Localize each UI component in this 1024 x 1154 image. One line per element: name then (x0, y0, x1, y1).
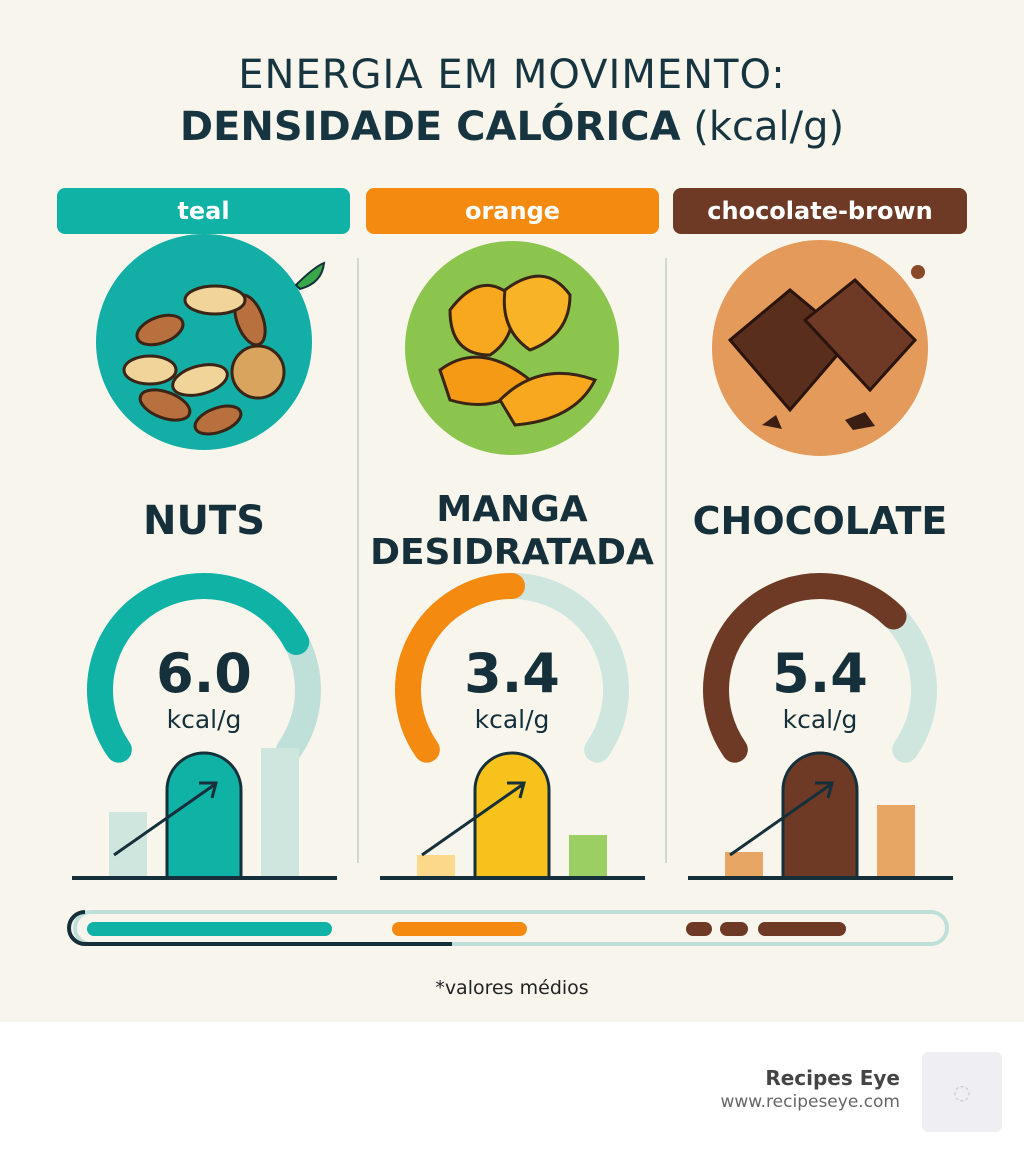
gauges-layer (72, 573, 953, 880)
value-nuts: 6.0 (156, 642, 252, 705)
food-name-manga: MANGA DESIDRATADA (362, 488, 662, 574)
food-name-nuts: NUTS (142, 498, 266, 544)
title-bold: DENSIDADE CALÓRICA (179, 104, 681, 150)
trend-arrow-icon (421, 781, 526, 857)
title-unit: (kcal/g) (693, 104, 845, 150)
unit-nuts: kcal/g (166, 705, 242, 734)
footer-brand[interactable]: Recipes Eye (765, 1066, 900, 1090)
mini-bar (569, 835, 607, 878)
value-bar (781, 751, 859, 880)
mini-bar (877, 805, 915, 878)
value-manga: 3.4 (464, 642, 560, 705)
mini-bar (261, 748, 299, 878)
trend-arrow-icon (113, 781, 218, 857)
summary-bar-brown (720, 922, 748, 936)
title-line-2: DENSIDADE CALÓRICA (kcal/g) (0, 104, 1024, 150)
food-name-line-2: DESIDRATADA (370, 532, 654, 573)
mini-bar (417, 855, 455, 878)
baseline (688, 876, 953, 880)
gauge-fill (395, 573, 525, 763)
mini-bar (725, 852, 763, 878)
chocolate-bar-icon (712, 240, 928, 456)
column-divider (665, 258, 667, 863)
illustration-layer (96, 234, 928, 456)
gauge-fill (87, 573, 310, 763)
baseline (380, 876, 645, 880)
baseline (72, 876, 337, 880)
column-divider (357, 258, 359, 863)
tag-chocolate-brown: chocolate-brown (673, 188, 967, 234)
footer (0, 1022, 1024, 1154)
summary-bar (67, 910, 949, 946)
value-chocolate: 5.4 (772, 642, 868, 705)
summary-bar-teal (87, 922, 332, 936)
tag-orange: orange (366, 188, 659, 234)
unit-manga: kcal/g (474, 705, 550, 734)
unit-chocolate: kcal/g (782, 705, 858, 734)
title-line-1: ENERGIA EM MOVIMENTO: (238, 52, 786, 98)
footnote: *valores médios (435, 977, 589, 999)
gauge-fill (703, 573, 907, 763)
footer-url[interactable]: www.recipeseye.com (720, 1092, 901, 1112)
brand-logo-icon: ◌ (922, 1052, 1002, 1132)
summary-bar-brown (758, 922, 846, 936)
tag-teal: teal (57, 188, 350, 234)
trend-arrow-icon (729, 781, 834, 857)
dried-mango-icon (405, 241, 619, 455)
summary-bar-brown (686, 922, 712, 936)
value-bar (473, 751, 551, 880)
summary-bar-orange (392, 922, 527, 936)
food-name-chocolate: CHOCOLATE (692, 499, 948, 543)
value-bar (165, 751, 243, 880)
mixed-nuts-icon (96, 234, 326, 450)
food-name-line-1: MANGA (436, 489, 588, 530)
